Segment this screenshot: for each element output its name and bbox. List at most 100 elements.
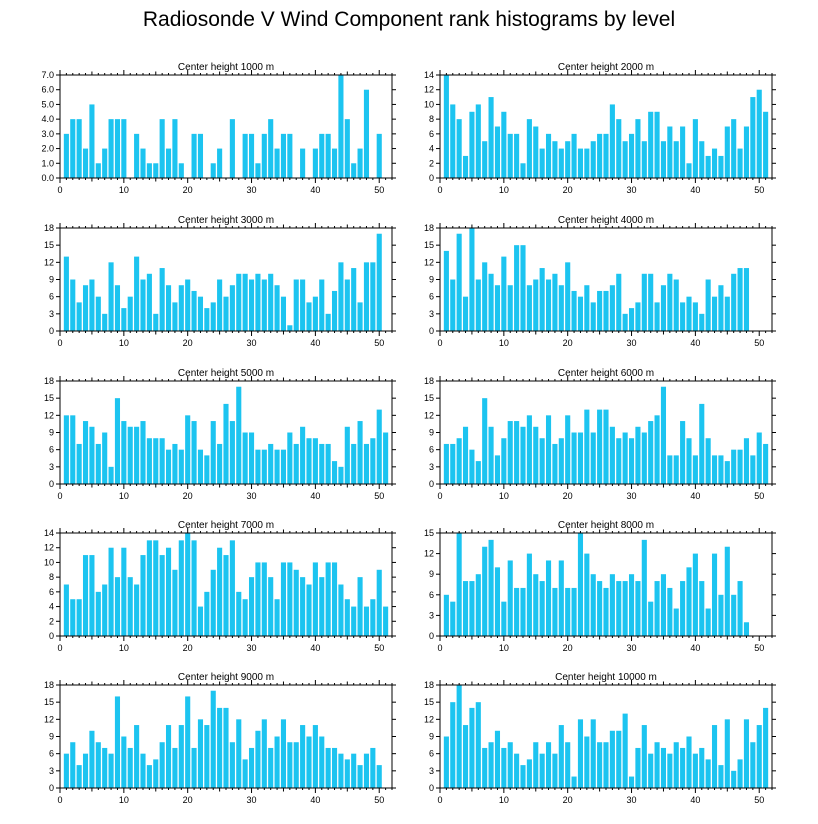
histogram-bar [280,296,287,331]
histogram-bar [526,285,532,331]
x-tick-label: 50 [374,338,384,348]
y-tick-label: 3 [429,610,434,620]
histogram-bar [89,730,95,788]
y-tick-label: 0 [49,631,54,641]
histogram-bar [443,75,449,178]
histogram-bar [159,268,165,331]
histogram-bar [654,581,660,636]
histogram-bar [763,443,769,484]
histogram-bar [597,581,603,636]
histogram-bar [475,461,481,484]
histogram-bar [325,747,331,788]
histogram-bar [178,285,184,331]
x-tick-label: 30 [247,795,257,805]
x-tick-label: 40 [310,643,320,653]
histogram-bar [737,759,743,788]
histogram-bar [750,97,756,178]
histogram-bar [628,438,635,484]
histogram-bar [577,533,584,636]
histogram-bar [450,104,456,178]
histogram-bar [274,148,280,178]
histogram-bar [319,736,325,788]
histogram-bar [331,562,338,636]
histogram-bar [737,268,743,331]
histogram-bar [114,285,121,331]
histogram-bar [127,426,133,484]
x-tick-label: 10 [499,795,509,805]
panel-title: Center height 10000 m [555,672,657,683]
histogram-bar [229,285,235,331]
x-tick-label: 0 [437,643,442,653]
x-tick-label: 50 [754,643,764,653]
x-tick-label: 50 [754,491,764,501]
histogram-bar [95,296,101,331]
histogram-bar [514,421,520,484]
histogram-bar [641,432,647,484]
histogram-bar [287,742,293,788]
histogram-bar [229,540,235,636]
x-tick-label: 0 [57,185,62,195]
histogram-bar [108,547,114,636]
histogram-bar [514,753,520,788]
histogram-bar [319,279,325,331]
y-tick-label: 3 [49,462,54,472]
histogram-bar [590,302,596,331]
y-tick-label: 12 [424,410,434,420]
histogram-bar [159,438,165,484]
histogram-bar [616,581,622,636]
histogram-bar [558,725,564,788]
histogram-bar [127,577,133,636]
histogram-bar [63,256,69,331]
histogram-bar [108,466,114,484]
y-tick-label: 6 [429,292,434,302]
histogram-bar [616,119,622,178]
x-tick-label: 50 [754,795,764,805]
y-tick-label: 7.0 [41,70,54,80]
histogram-bar [108,753,114,788]
y-tick-label: 9 [429,732,434,742]
histogram-bar [545,415,552,484]
histogram-bar [153,163,159,178]
histogram-bar [261,449,267,484]
histogram-bar [287,133,293,178]
histogram-bar [731,449,737,484]
histogram-bar [76,765,82,788]
histogram-bar [667,455,673,484]
histogram-bar [526,119,532,178]
x-tick-label: 10 [499,338,509,348]
histogram-bar [63,753,69,788]
histogram-bar [488,426,494,484]
y-tick-label: 0 [429,631,434,641]
histogram-bar [545,560,552,636]
histogram-bar [590,574,596,636]
y-tick-label: 8 [429,114,434,124]
histogram-bar [501,438,507,484]
histogram-bar [344,119,350,178]
y-tick-label: 0 [429,783,434,793]
x-tick-label: 50 [374,185,384,195]
histogram-bar [172,302,178,331]
histogram-bar [462,725,469,788]
histogram-bar [533,126,539,178]
histogram-bar [261,562,267,636]
histogram-bar [718,155,724,178]
histogram-bar [475,279,481,331]
histogram-bar [533,279,539,331]
histogram-bar [533,742,539,788]
histogram-bar [325,133,331,178]
histogram-bar [82,753,89,788]
histogram-bar [520,245,526,331]
histogram-bar [756,432,762,484]
histogram-bar [274,599,280,636]
histogram-panel: Center height 10000 m 0 3 6 9 12 15 18 0 10 20 30 40… [424,672,776,805]
histogram-bar [680,581,686,636]
histogram-bar [242,133,248,178]
x-tick-label: 30 [247,338,257,348]
x-tick-label: 40 [310,185,320,195]
histogram-bar [686,296,692,331]
histogram-bar [95,163,101,178]
histogram-bar [705,279,711,331]
histogram-bar [488,539,494,636]
histogram-bar [178,540,184,636]
histogram-bar [475,104,481,178]
